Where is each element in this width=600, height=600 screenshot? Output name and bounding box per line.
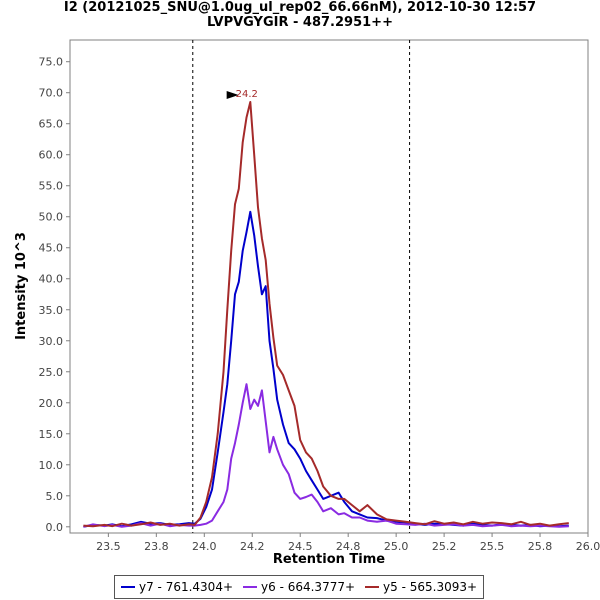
x-tick-label: 23.5 bbox=[96, 540, 121, 553]
legend-item: y5 - 565.3093+ bbox=[365, 580, 477, 594]
y-tick-label: 65.0 bbox=[39, 118, 64, 131]
y-tick-label: 0.0 bbox=[46, 521, 64, 534]
x-tick-label: 24.2 bbox=[240, 540, 265, 553]
plot-border bbox=[69, 39, 589, 534]
chart-subtitle: LVPVGYGIR - 487.2951++ bbox=[207, 15, 393, 30]
legend-label: y6 - 664.3777+ bbox=[261, 580, 356, 594]
legend-swatch bbox=[121, 586, 135, 588]
series-line-3 bbox=[83, 101, 569, 528]
peak-marker-icon bbox=[226, 91, 239, 100]
y-tick-label: 35.0 bbox=[39, 304, 64, 317]
y-axis: 0.0 5.0 10.0 15.0 20.0 25.0 30.0 35.0 40.0 45.0 50… bbox=[39, 56, 70, 534]
peak-annotation: 24.2 bbox=[226, 89, 258, 100]
x-tick-label: 25.2 bbox=[432, 540, 457, 553]
legend-item: y6 - 664.3777+ bbox=[243, 580, 355, 594]
y-tick-label: 15.0 bbox=[39, 428, 64, 441]
y-tick-label: 10.0 bbox=[39, 459, 64, 472]
y-tick-label: 70.0 bbox=[39, 87, 64, 100]
legend-swatch bbox=[243, 586, 258, 588]
x-tick-label: 24.0 bbox=[192, 540, 217, 553]
x-axis: 23.5 23.8 24.0 24.2 24.5 24.8 25.0 25.2 25.5 25.8… bbox=[96, 533, 600, 553]
boundary-lines bbox=[192, 40, 411, 533]
y-tick-label: 60.0 bbox=[39, 149, 64, 162]
legend-label: y5 - 565.3093+ bbox=[383, 580, 478, 594]
legend-label: y7 - 761.4304+ bbox=[139, 580, 234, 594]
y-axis-title: Intensity 10^3 bbox=[14, 232, 29, 340]
legend-swatch bbox=[365, 586, 380, 588]
plot-area bbox=[69, 39, 589, 534]
y-tick-label: 50.0 bbox=[39, 211, 64, 224]
series-line-2 bbox=[83, 383, 569, 528]
y-tick-label: 25.0 bbox=[39, 366, 64, 379]
x-tick-label: 24.5 bbox=[288, 540, 313, 553]
x-tick-label: 24.8 bbox=[336, 540, 361, 553]
y-tick-label: 30.0 bbox=[39, 335, 64, 348]
x-tick-label: 23.8 bbox=[144, 540, 169, 553]
x-tick-label: 25.5 bbox=[480, 540, 505, 553]
series-lines bbox=[83, 101, 569, 528]
x-tick-label: 25.0 bbox=[384, 540, 409, 553]
y-tick-label: 75.0 bbox=[39, 56, 64, 69]
y-tick-label: 20.0 bbox=[39, 397, 64, 410]
peak-label: 24.2 bbox=[236, 89, 258, 100]
chart-legend: y7 - 761.4304+ y6 - 664.3777+ y5 - 565.309… bbox=[114, 575, 485, 599]
chart-title: I2 (20121025_SNU@1.0ug_ul_rep02_66.66nM)… bbox=[63, 0, 537, 15]
legend-item: y7 - 761.4304+ bbox=[121, 580, 233, 594]
x-tick-label: 26.0 bbox=[576, 540, 600, 553]
y-tick-label: 55.0 bbox=[39, 180, 64, 193]
x-axis-title: Retention Time bbox=[273, 552, 385, 567]
x-tick-label: 25.8 bbox=[528, 540, 553, 553]
y-tick-label: 45.0 bbox=[39, 242, 64, 255]
y-tick-label: 5.0 bbox=[46, 490, 64, 503]
y-tick-label: 40.0 bbox=[39, 273, 64, 286]
